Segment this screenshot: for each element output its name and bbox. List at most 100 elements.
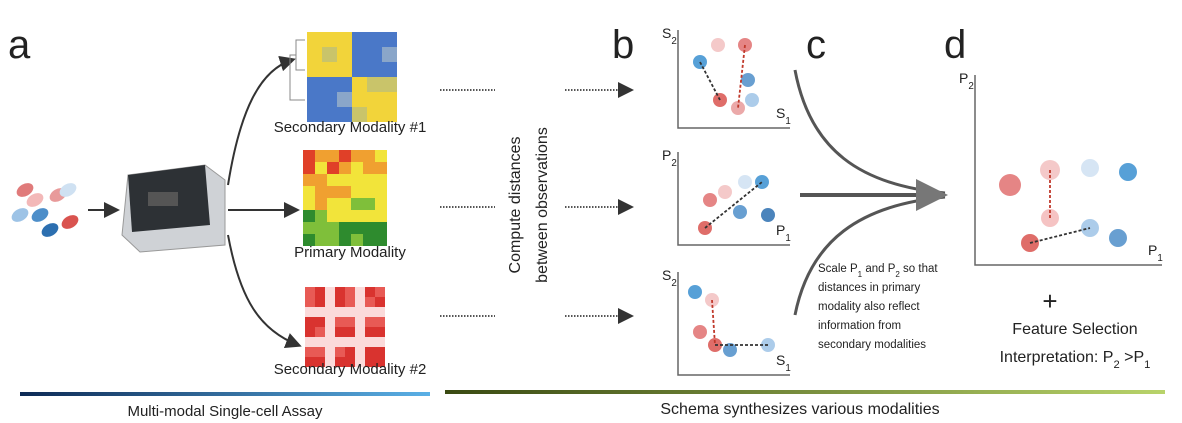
heatmap-cell (351, 174, 363, 186)
cell-point (761, 208, 775, 222)
y-axis-label: P2 (959, 70, 974, 92)
heatmap-cell (345, 297, 355, 307)
heatmap-cell (351, 210, 363, 222)
heatmap-cell (351, 186, 363, 198)
heatmap-cell (325, 347, 335, 357)
cell-point (718, 185, 732, 199)
heatmap-cell (303, 186, 315, 198)
heatmap-cell (345, 337, 355, 347)
cell-point (703, 193, 717, 207)
heatmap-cell (365, 287, 375, 297)
heatmap-cell (363, 222, 375, 234)
axes (678, 152, 790, 245)
heatmap-cell (307, 47, 322, 62)
cell (29, 205, 51, 224)
heatmap-cell (305, 347, 315, 357)
heatmap-cell (382, 32, 397, 47)
heatmap-cell (351, 198, 363, 210)
heatmap-cell (375, 186, 387, 198)
heatmap-cell (355, 297, 365, 307)
text-line: Interpretation: P2 >P1 (1000, 349, 1151, 371)
cell-point (733, 205, 747, 219)
heatmap-cell (325, 307, 335, 317)
heatmap-cell (375, 222, 387, 234)
heatmap-cell (327, 186, 339, 198)
y-axis-label: P2 (662, 147, 677, 169)
heatmap-cell (365, 297, 375, 307)
heatmap-cell (375, 162, 387, 174)
heatmap-cell (325, 317, 335, 327)
cell-point (693, 325, 707, 339)
heatmap-cell (305, 327, 315, 337)
heatmap-cell (335, 287, 345, 297)
blue-bar (20, 392, 430, 396)
panel-label: a (8, 23, 31, 67)
heatmap-cell (327, 174, 339, 186)
cell-point (711, 38, 725, 52)
x-axis-label-sub: 1 (785, 233, 790, 244)
heatmap-cell (375, 337, 385, 347)
panel-label: d (944, 23, 966, 67)
text-line: modality also reflect (818, 301, 920, 313)
distance (1030, 228, 1090, 243)
heatmap-cell (367, 32, 382, 47)
heatmap-cell (337, 77, 352, 92)
heatmap-cell (339, 210, 351, 222)
heatmap-cell (352, 77, 367, 92)
x-axis-label: S1 (776, 105, 791, 127)
heatmap-cell (363, 174, 375, 186)
heatmap-cell (315, 327, 325, 337)
heatmap-cell (305, 337, 315, 347)
heatmap-cell (303, 210, 315, 222)
heatmap-cell (345, 287, 355, 297)
x-axis-label-sub: 1 (785, 363, 790, 374)
heatmap-cell (322, 92, 337, 107)
cell-point (1109, 229, 1127, 247)
heatmap-cell (355, 347, 365, 357)
heatmap-cell (305, 297, 315, 307)
heatmap-cell (375, 198, 387, 210)
heatmap-cell (307, 32, 322, 47)
heatmap-cell (367, 92, 382, 107)
x-axis-label: S1 (776, 352, 791, 374)
heatmap-cell (352, 62, 367, 77)
heatmap-cell (327, 222, 339, 234)
heatmap-cell (315, 337, 325, 347)
heatmap-cell (365, 337, 375, 347)
modality-label: Primary Modality (294, 244, 406, 261)
heatmap-cell (305, 287, 315, 297)
heatmap-cell (375, 297, 385, 307)
heatmap-cell (339, 186, 351, 198)
heatmap-cell (355, 337, 365, 347)
heatmap-cell (327, 198, 339, 210)
heatmap-cell (375, 317, 385, 327)
heatmap-cell (322, 77, 337, 92)
cell-point (999, 174, 1021, 196)
heatmap-cell (303, 222, 315, 234)
heatmap-cell (363, 150, 375, 162)
sequencer (122, 165, 225, 252)
heatmap-cell (345, 327, 355, 337)
heatmap-cell (327, 162, 339, 174)
heatmap-cell (365, 327, 375, 337)
heatmap-cell (307, 62, 322, 77)
heatmap-cell (315, 198, 327, 210)
heatmap-cell (375, 174, 387, 186)
cell-point (741, 73, 755, 87)
heatmap-cell (355, 327, 365, 337)
heatmap-cell (305, 307, 315, 317)
heatmap-cell (337, 62, 352, 77)
heatmap-cell (303, 198, 315, 210)
cell (39, 220, 61, 239)
compute-label: between observations (534, 127, 551, 283)
feature-label: Feature Selection (1012, 321, 1137, 338)
heatmap-cell (325, 337, 335, 347)
heatmap-cell (363, 210, 375, 222)
heatmap-cell (335, 307, 345, 317)
heatmap-cell (315, 210, 327, 222)
text-part: distances in primary (818, 282, 921, 294)
panel-label: b (612, 23, 634, 67)
x-axis-label-base: P (1148, 242, 1157, 258)
heatmap-cell (382, 47, 397, 62)
heatmap-cell (355, 307, 365, 317)
